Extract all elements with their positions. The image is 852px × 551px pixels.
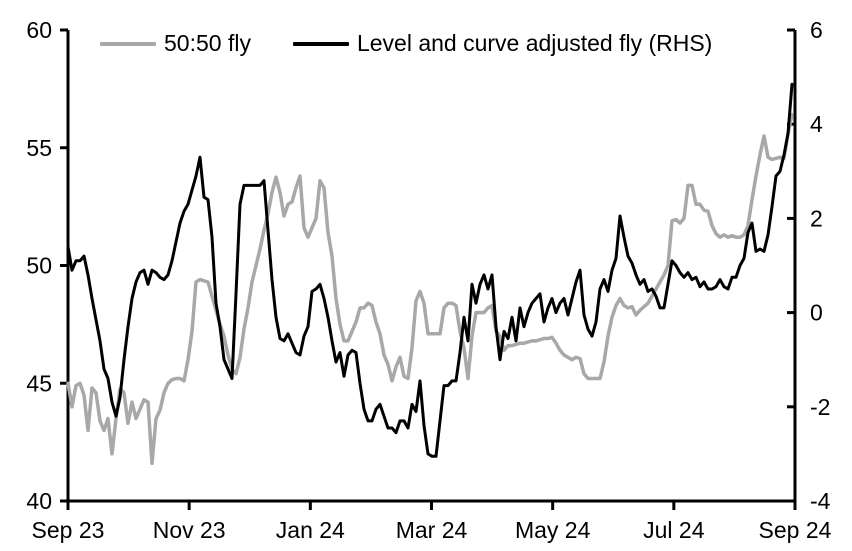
right-axis-tick-label: 2 — [810, 205, 823, 231]
black-line-swatch-icon — [292, 41, 349, 46]
legend-item-adjusted-fly: Level and curve adjusted fly (RHS) — [292, 30, 713, 57]
right-axis-tick-label: 6 — [810, 17, 823, 43]
left-axis-tick-label: 55 — [26, 135, 52, 161]
right-axis-tick-label: -4 — [810, 488, 831, 514]
left-axis-tick-label: 50 — [26, 253, 52, 279]
left-axis-tick-label: 45 — [26, 370, 52, 396]
legend-label-adjusted-fly: Level and curve adjusted fly (RHS) — [356, 30, 713, 56]
x-axis-tick-label: Nov 23 — [153, 517, 226, 543]
right-axis-tick-label: 0 — [810, 300, 823, 326]
x-axis-tick-label: Mar 24 — [396, 517, 468, 543]
series-line-gray — [66, 113, 794, 466]
x-axis-tick-label: May 24 — [515, 517, 591, 543]
x-axis-tick-label: Jan 24 — [276, 517, 345, 543]
legend-item-5050-fly: 50:50 fly — [100, 30, 251, 57]
right-axis-tick-label: 4 — [810, 111, 823, 137]
legend-label-5050-fly: 50:50 fly — [164, 30, 251, 56]
right-axis-tick-label: -2 — [810, 394, 830, 420]
left-axis-tick-label: 40 — [26, 488, 52, 514]
x-axis-tick-label: Jul 24 — [643, 517, 705, 543]
x-axis-tick-label: Sep 24 — [759, 517, 832, 543]
left-axis-tick-label: 60 — [26, 17, 52, 43]
x-axis-tick-label: Sep 23 — [32, 517, 105, 543]
chart-legend: 50:50 fly Level and curve adjusted fly (… — [100, 30, 800, 57]
series-line-black — [66, 82, 794, 458]
gray-line-swatch-icon — [100, 41, 156, 46]
